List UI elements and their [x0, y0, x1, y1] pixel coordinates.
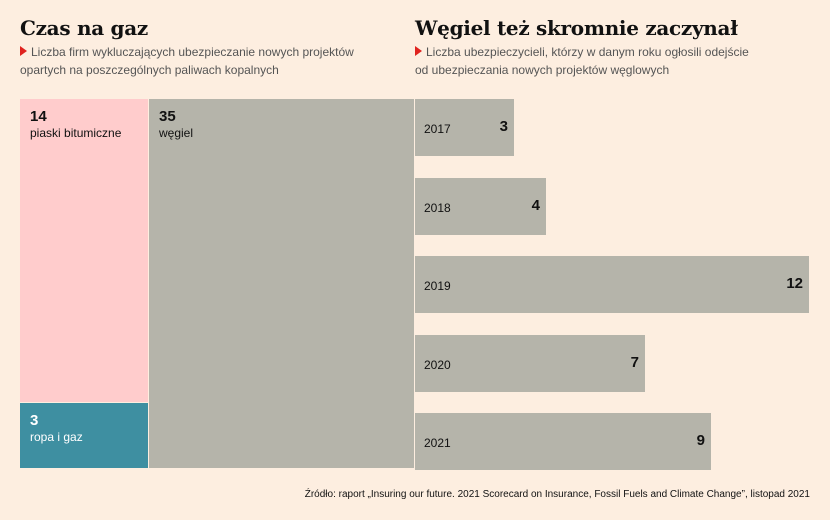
treemap-cell-ropa-gaz-value: 3 — [30, 412, 39, 429]
bar-year-label: 2018 — [424, 201, 451, 215]
treemap-cell-piaski: 14 piaski bitumiczne — [20, 99, 148, 402]
left-subtitle-line-1: Liczba firm wykluczających ubezpieczanie… — [31, 45, 354, 59]
bar-year-label: 2019 — [424, 279, 451, 293]
bar-2019: 2019 12 — [415, 256, 809, 313]
treemap-cell-wegiel-label: węgiel — [159, 126, 194, 140]
left-subtitle-line-2: opartych na poszczególnych paliwach kopa… — [20, 63, 279, 77]
bar-2021: 2021 9 — [415, 413, 711, 470]
treemap-cell-wegiel-value: 35 — [159, 108, 176, 125]
treemap-cell-ropa-gaz-label: ropa i gaz — [30, 430, 83, 444]
left-chart-title: Czas na gaz — [20, 16, 148, 40]
right-subtitle-line-1: Liczba ubezpieczycieli, którzy w danym r… — [426, 45, 749, 59]
bar-value-label: 9 — [696, 432, 705, 449]
treemap-cell-piaski-label: piaski bitumiczne — [30, 126, 122, 140]
source-note: Źródło: raport „Insuring our future. 202… — [304, 489, 810, 500]
bar-2018: 2018 4 — [415, 178, 546, 235]
bar-value-label: 12 — [786, 275, 803, 292]
red-triangle-icon — [415, 46, 422, 56]
bar-value-label: 3 — [499, 118, 508, 135]
bar-year-label: 2021 — [424, 436, 451, 450]
treemap-cell-wegiel: 35 węgiel — [149, 99, 414, 468]
treemap-cell-piaski-value: 14 — [30, 108, 47, 125]
bar-year-label: 2017 — [424, 122, 451, 136]
right-chart-title: Węgiel też skromnie zaczynał — [415, 16, 738, 40]
bar-2020: 2020 7 — [415, 335, 645, 392]
bar-year-label: 2020 — [424, 358, 451, 372]
right-subtitle-line-2: od ubezpieczania nowych projektów węglow… — [415, 63, 670, 77]
bar-2017: 2017 3 — [415, 99, 514, 156]
left-chart-subtitle: Liczba firm wykluczających ubezpieczanie… — [20, 43, 354, 79]
treemap-cell-ropa-gaz: 3 ropa i gaz — [20, 403, 148, 468]
bar-value-label: 4 — [531, 197, 540, 214]
bar-value-label: 7 — [630, 354, 639, 371]
right-chart-subtitle: Liczba ubezpieczycieli, którzy w danym r… — [415, 43, 749, 79]
red-triangle-icon — [20, 46, 27, 56]
